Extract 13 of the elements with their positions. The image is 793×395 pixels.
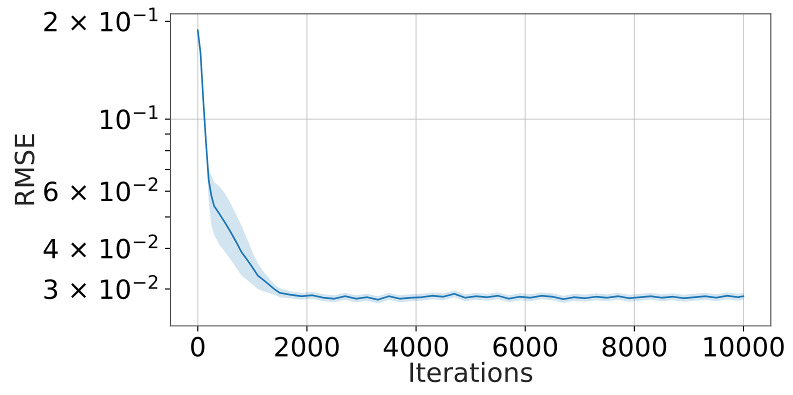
y-tick-label: 6 × 10$^{−2}$	[44, 177, 158, 202]
x-tick-label: 10000	[704, 336, 784, 357]
y-tick-label: 4 × 10$^{−2}$	[44, 234, 158, 259]
x-tick-label: 6000	[493, 336, 558, 357]
x-tick-label: 4000	[384, 336, 448, 357]
y-axis-title: RMSE	[14, 134, 34, 205]
x-tick-label: 0	[191, 336, 204, 357]
x-axis-title: Iterations	[410, 362, 532, 382]
x-tick-label: 8000	[602, 336, 666, 357]
y-tick-label: 10$^{−1}$	[100, 105, 158, 130]
y-tick-label: 3 × 10$^{−2}$	[44, 275, 158, 300]
x-tick-label: 2000	[275, 336, 339, 357]
y-tick-label: 2 × 10$^{−1}$	[44, 8, 158, 32]
